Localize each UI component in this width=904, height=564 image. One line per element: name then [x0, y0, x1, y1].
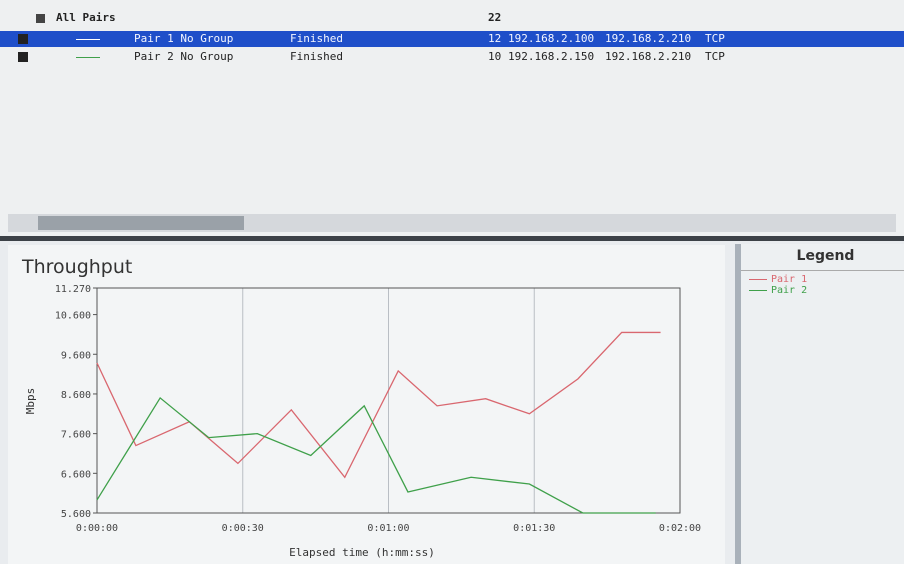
pair-cell: Pair 2 No Group: [134, 49, 233, 65]
pair-row[interactable]: Pair 2 No Group Finished 10 192.168.2.150 19…: [0, 49, 904, 65]
x-tick-label: 0:01:30: [513, 523, 555, 534]
x-tick-label: 0:02:00: [659, 523, 701, 534]
chart: Throughput Elapsed time (h:mm:ss) Mbps 5…: [0, 241, 725, 564]
y-tick-label: 9.600: [61, 350, 91, 361]
pair-cell: Pair 1 No Group: [134, 31, 233, 47]
pair-cell: TCP: [705, 31, 725, 47]
y-tick-label: 8.600: [61, 390, 91, 401]
scroll-thumb[interactable]: [38, 216, 244, 230]
pair-cell: 12: [488, 31, 501, 47]
app: {"table":{"header":["All Pairs","22"], "…: [0, 0, 904, 564]
y-tick-label: 10.600: [55, 311, 91, 322]
chart-title: Throughput: [21, 256, 132, 278]
legend-item: Pair 1: [749, 274, 807, 285]
expand-icon[interactable]: [36, 14, 45, 23]
legend-label: Pair 1: [771, 274, 807, 285]
y-tick-label: 5.600: [61, 509, 91, 520]
pair-line-swatch: [76, 57, 100, 58]
pair-cell: Finished: [290, 49, 343, 65]
pair-icon: [18, 52, 28, 62]
legend-title: Legend: [741, 248, 904, 264]
pair-cell: TCP: [705, 49, 725, 65]
y-tick-label: 7.600: [61, 430, 91, 441]
pair-icon: [18, 34, 28, 44]
legend-swatch: [749, 290, 767, 291]
group-total: 22: [488, 10, 501, 26]
pair-cell: 192.168.2.100: [508, 31, 594, 47]
pair-line-swatch: [76, 39, 100, 40]
x-tick-label: 0:00:00: [76, 523, 118, 534]
y-tick-label: 11.270: [55, 284, 91, 295]
group-name: All Pairs: [56, 10, 116, 26]
legend-label: Pair 2: [771, 285, 807, 296]
scrollbar[interactable]: [8, 214, 896, 232]
legend-rule: [741, 270, 904, 271]
legend-swatch: [749, 279, 767, 280]
pair-cell: 192.168.2.210: [605, 31, 691, 47]
pair-cell: 192.168.2.150: [508, 49, 594, 65]
legend-item: Pair 2: [749, 285, 807, 296]
x-tick-label: 0:00:30: [222, 523, 264, 534]
chart-bg: [8, 245, 725, 564]
pair-cell: 192.168.2.210: [605, 49, 691, 65]
x-axis-label: Elapsed time (h:mm:ss): [289, 546, 435, 559]
pairs-pane: All Pairs 22 Pair 1 No Group Finished 12 19…: [0, 0, 904, 236]
y-axis-label: Mbps: [24, 388, 37, 415]
pair-row[interactable]: Pair 1 No Group Finished 12 192.168.2.100 19…: [0, 31, 904, 47]
pair-cell: Finished: [290, 31, 343, 47]
x-tick-label: 0:01:00: [367, 523, 409, 534]
pair-cell: 10: [488, 49, 501, 65]
y-tick-label: 6.600: [61, 469, 91, 480]
all-pairs-row[interactable]: All Pairs 22: [0, 10, 904, 26]
